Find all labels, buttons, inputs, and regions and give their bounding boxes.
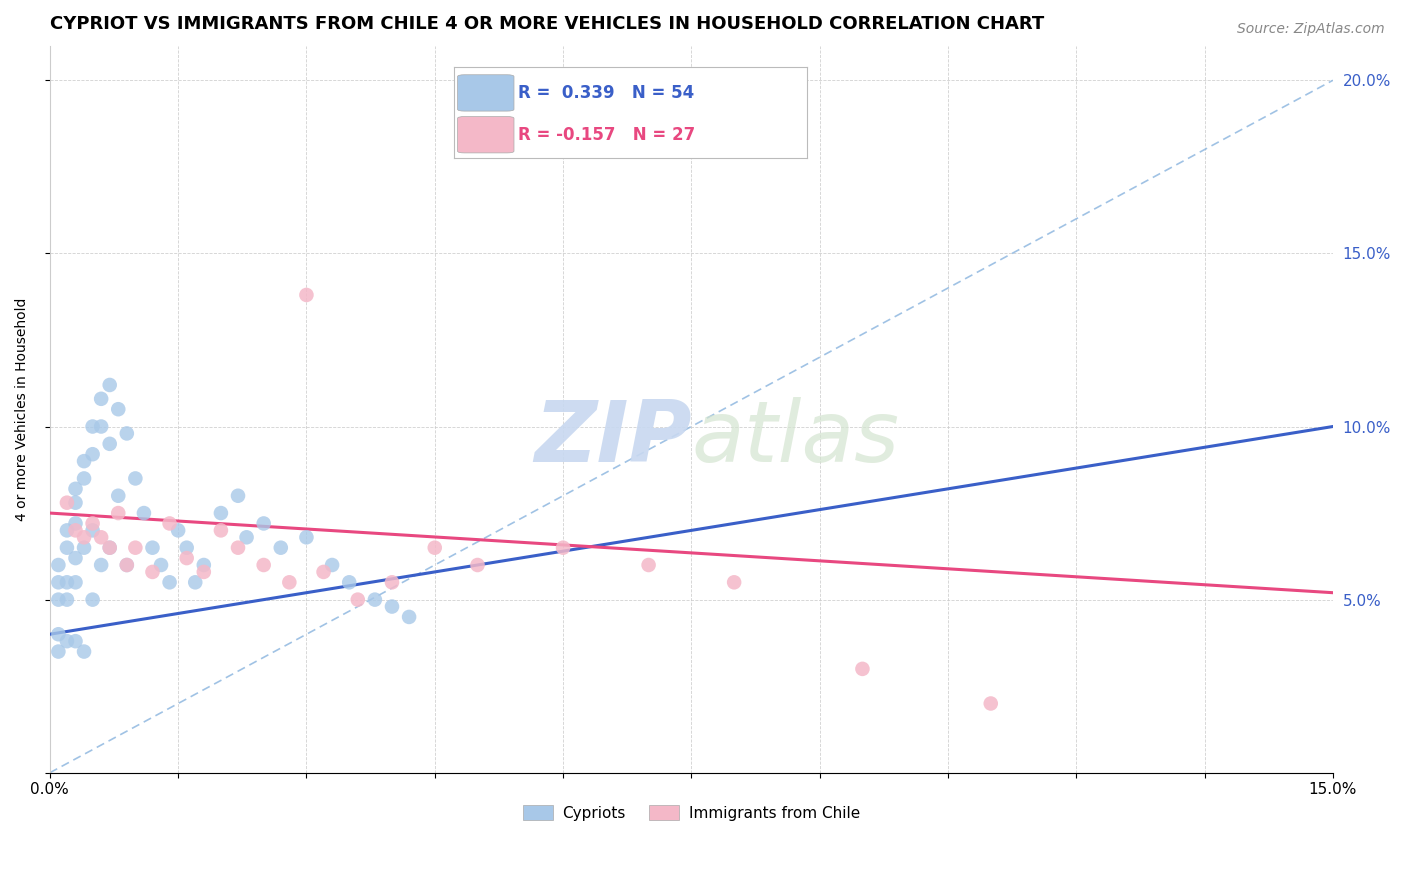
Point — [56, 524, 79, 538]
Point — [637, 558, 659, 572]
Text: atlas: atlas — [692, 397, 900, 480]
Point — [270, 541, 292, 555]
Point — [132, 506, 155, 520]
Point — [226, 489, 249, 503]
Point — [65, 482, 87, 496]
Point — [56, 496, 79, 510]
Point — [980, 697, 1002, 711]
Point — [193, 558, 215, 572]
Text: Source: ZipAtlas.com: Source: ZipAtlas.com — [1237, 22, 1385, 37]
Legend: Cypriots, Immigrants from Chile: Cypriots, Immigrants from Chile — [517, 798, 866, 827]
Point — [159, 516, 181, 531]
Point — [150, 558, 173, 572]
Point — [65, 516, 87, 531]
Y-axis label: 4 or more Vehicles in Household: 4 or more Vehicles in Household — [15, 298, 30, 521]
Point — [551, 541, 574, 555]
Point — [98, 541, 121, 555]
Point — [65, 551, 87, 566]
Point — [381, 599, 404, 614]
Point — [124, 471, 146, 485]
Point — [176, 541, 198, 555]
Point — [176, 551, 198, 566]
Point — [295, 530, 318, 544]
Point — [115, 558, 138, 572]
Point — [82, 592, 104, 607]
Point — [184, 575, 207, 590]
Point — [98, 378, 121, 392]
Point — [48, 592, 70, 607]
Point — [115, 426, 138, 441]
Point — [141, 565, 163, 579]
Point — [65, 524, 87, 538]
Point — [56, 575, 79, 590]
Point — [235, 530, 257, 544]
Point — [65, 634, 87, 648]
Point — [346, 592, 368, 607]
Point — [467, 558, 489, 572]
Point — [82, 516, 104, 531]
Point — [56, 541, 79, 555]
Point — [73, 530, 96, 544]
Point — [56, 592, 79, 607]
Text: ZIP: ZIP — [534, 397, 692, 480]
Point — [381, 575, 404, 590]
Point — [167, 524, 190, 538]
Point — [90, 558, 112, 572]
Point — [851, 662, 873, 676]
Point — [723, 575, 745, 590]
Point — [82, 447, 104, 461]
Point — [73, 471, 96, 485]
Point — [90, 530, 112, 544]
Point — [98, 541, 121, 555]
Point — [141, 541, 163, 555]
Point — [48, 644, 70, 658]
Point — [295, 288, 318, 302]
Point — [193, 565, 215, 579]
Point — [253, 558, 276, 572]
Point — [107, 402, 129, 417]
Point — [107, 506, 129, 520]
Point — [65, 496, 87, 510]
Point — [253, 516, 276, 531]
Point — [82, 419, 104, 434]
Point — [398, 610, 420, 624]
Point — [107, 489, 129, 503]
Point — [82, 524, 104, 538]
Point — [73, 541, 96, 555]
Point — [56, 634, 79, 648]
Point — [90, 392, 112, 406]
Point — [73, 454, 96, 468]
Text: CYPRIOT VS IMMIGRANTS FROM CHILE 4 OR MORE VEHICLES IN HOUSEHOLD CORRELATION CHA: CYPRIOT VS IMMIGRANTS FROM CHILE 4 OR MO… — [49, 15, 1045, 33]
Point — [364, 592, 387, 607]
Point — [337, 575, 360, 590]
Point — [48, 558, 70, 572]
Point — [90, 419, 112, 434]
Point — [73, 644, 96, 658]
Point — [115, 558, 138, 572]
Point — [159, 575, 181, 590]
Point — [278, 575, 301, 590]
Point — [423, 541, 446, 555]
Point — [209, 506, 232, 520]
Point — [209, 524, 232, 538]
Point — [124, 541, 146, 555]
Point — [98, 437, 121, 451]
Point — [48, 627, 70, 641]
Point — [48, 575, 70, 590]
Point — [65, 575, 87, 590]
Point — [226, 541, 249, 555]
Point — [321, 558, 343, 572]
Point — [312, 565, 335, 579]
